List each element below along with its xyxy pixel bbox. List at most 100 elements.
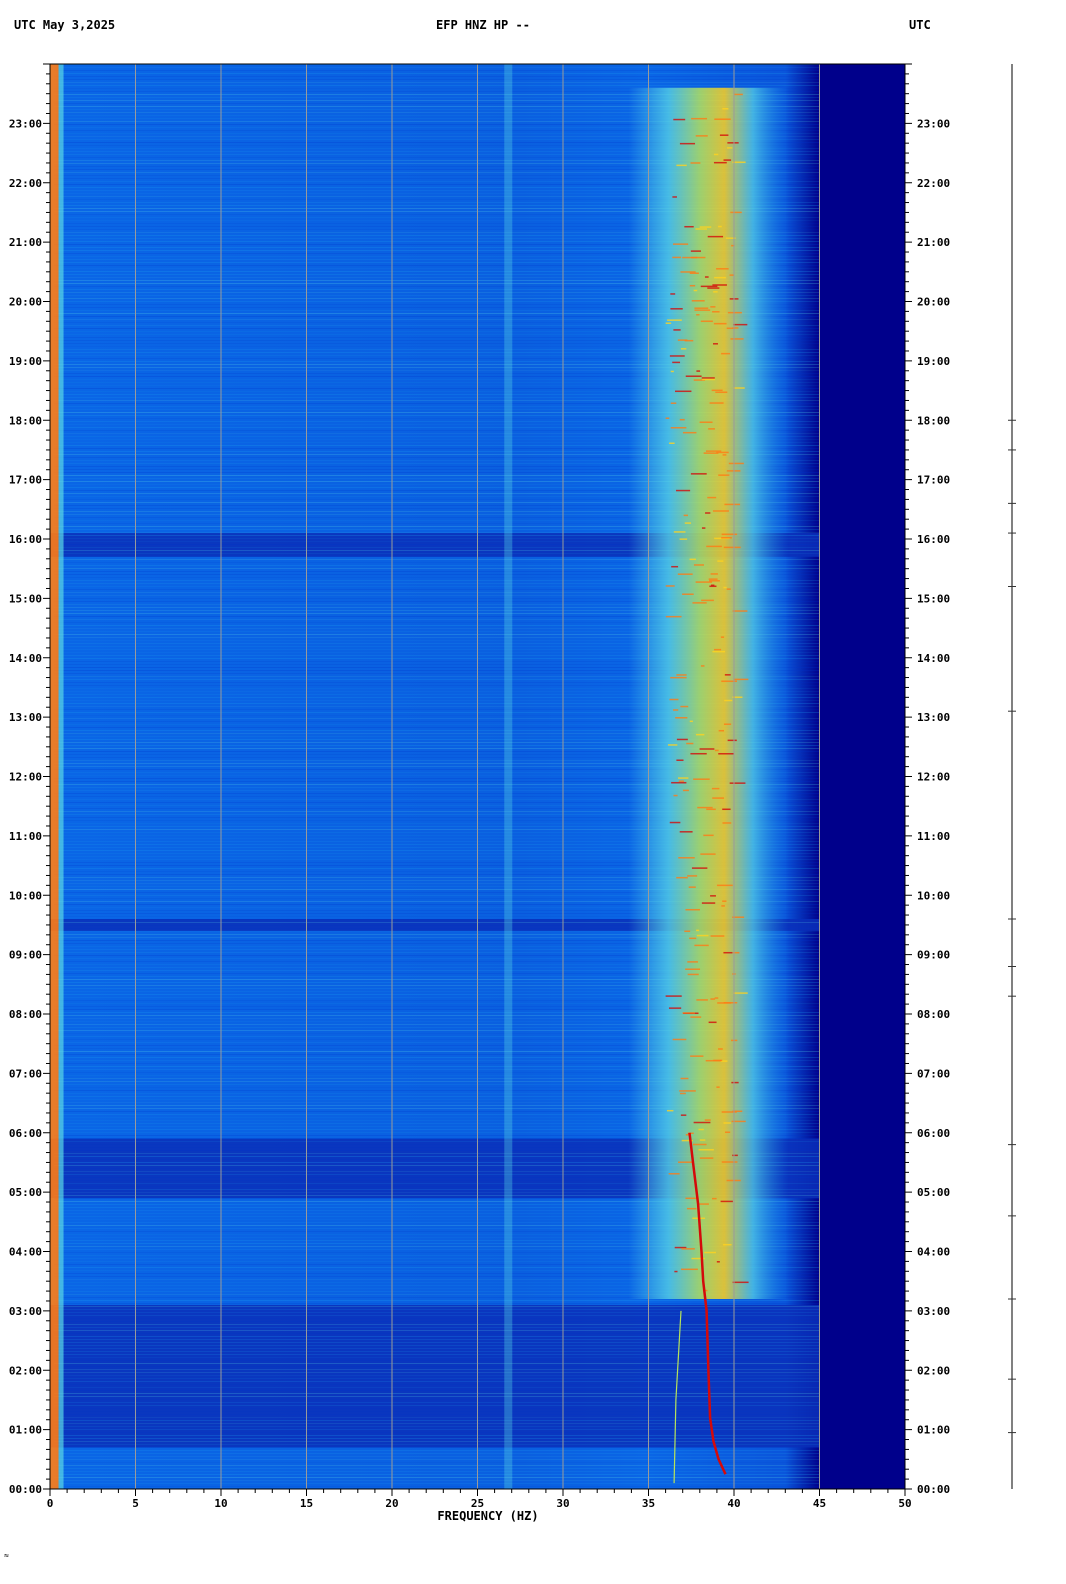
energy-hotspot bbox=[701, 599, 714, 602]
noise-stripe bbox=[54, 823, 820, 824]
noise-stripe bbox=[54, 844, 820, 845]
energy-hotspot bbox=[670, 402, 677, 404]
energy-hotspot bbox=[730, 211, 742, 214]
noise-stripe bbox=[54, 688, 820, 689]
noise-stripe bbox=[54, 832, 820, 833]
noise-stripe bbox=[54, 373, 820, 374]
energy-hotspot bbox=[722, 822, 732, 824]
noise-stripe bbox=[54, 1162, 820, 1163]
energy-hotspot bbox=[723, 1001, 738, 1004]
noise-stripe bbox=[54, 424, 820, 425]
noise-stripe bbox=[54, 187, 820, 188]
energy-hotspot bbox=[696, 999, 708, 1001]
energy-hotspot bbox=[706, 545, 722, 548]
energy-hotspot bbox=[714, 118, 731, 120]
energy-hotspot bbox=[713, 1059, 723, 1062]
noise-stripe bbox=[54, 121, 820, 122]
y-tick-label-left: 20:00 bbox=[9, 296, 42, 309]
energy-hotspot bbox=[708, 428, 715, 430]
energy-hotspot bbox=[732, 916, 745, 918]
noise-stripe bbox=[54, 889, 820, 890]
noise-stripe bbox=[54, 598, 820, 599]
noise-stripe bbox=[54, 394, 820, 395]
x-tick-label: 10 bbox=[214, 1497, 227, 1510]
energy-hotspot bbox=[720, 1060, 728, 1062]
noise-stripe bbox=[54, 1321, 820, 1322]
energy-hotspot bbox=[668, 1173, 680, 1175]
energy-hotspot bbox=[727, 739, 737, 742]
noise-stripe bbox=[54, 760, 820, 761]
energy-hotspot bbox=[668, 1007, 682, 1009]
energy-hotspot bbox=[721, 1111, 737, 1113]
noise-stripe bbox=[54, 241, 820, 242]
energy-hotspot bbox=[676, 489, 691, 492]
noise-stripe bbox=[54, 721, 820, 722]
noise-stripe bbox=[54, 1051, 820, 1052]
noise-stripe bbox=[54, 94, 820, 95]
noise-stripe bbox=[54, 739, 820, 740]
energy-hotspot bbox=[709, 580, 720, 582]
noise-stripe bbox=[54, 604, 820, 605]
noise-stripe bbox=[54, 964, 820, 965]
noise-stripe bbox=[54, 484, 820, 485]
noise-stripe bbox=[54, 460, 820, 461]
energy-hotspot bbox=[733, 387, 745, 389]
noise-stripe bbox=[54, 718, 820, 719]
noise-stripe bbox=[54, 850, 820, 851]
noise-stripe bbox=[54, 646, 820, 647]
noise-stripe bbox=[54, 880, 820, 881]
energy-hotspot bbox=[695, 581, 713, 583]
noise-stripe bbox=[54, 1078, 820, 1079]
y-tick-label-right: 00:00 bbox=[917, 1483, 950, 1496]
energy-hotspot bbox=[699, 1203, 709, 1205]
energy-hotspot bbox=[718, 225, 722, 228]
energy-hotspot bbox=[684, 225, 694, 228]
noise-stripe bbox=[54, 712, 820, 713]
y-tick-label-right: 02:00 bbox=[917, 1364, 950, 1377]
y-tick-label-right: 14:00 bbox=[917, 652, 950, 665]
energy-hotspot bbox=[665, 615, 682, 618]
noise-stripe bbox=[54, 967, 820, 968]
energy-hotspot bbox=[716, 884, 733, 887]
noise-stripe bbox=[54, 862, 820, 863]
energy-hotspot bbox=[711, 787, 720, 790]
noise-stripe bbox=[54, 919, 820, 920]
energy-hotspot bbox=[731, 244, 735, 247]
energy-hotspot bbox=[674, 390, 692, 393]
low-frequency-edge bbox=[50, 64, 59, 1489]
noise-stripe bbox=[54, 1156, 820, 1157]
noise-stripe bbox=[54, 1048, 820, 1049]
noise-stripe bbox=[54, 133, 820, 134]
noise-stripe bbox=[54, 1378, 820, 1379]
noise-stripe bbox=[54, 835, 820, 836]
energy-hotspot bbox=[721, 905, 725, 907]
noise-stripe bbox=[54, 385, 820, 386]
energy-hotspot bbox=[718, 753, 734, 755]
energy-hotspot bbox=[723, 159, 732, 161]
energy-hotspot bbox=[676, 759, 684, 761]
energy-hotspot bbox=[680, 705, 689, 708]
energy-hotspot bbox=[673, 709, 679, 711]
noise-stripe bbox=[54, 196, 820, 197]
noise-stripe bbox=[54, 1453, 820, 1454]
noise-stripe bbox=[54, 1087, 820, 1088]
energy-hotspot bbox=[712, 650, 726, 653]
noise-stripe bbox=[54, 109, 820, 110]
energy-hotspot bbox=[699, 1157, 714, 1159]
energy-hotspot bbox=[699, 748, 715, 750]
noise-stripe bbox=[54, 523, 820, 524]
noise-stripe bbox=[54, 223, 820, 224]
noise-stripe bbox=[54, 994, 820, 995]
energy-hotspot bbox=[678, 1161, 694, 1163]
noise-stripe bbox=[54, 361, 820, 362]
energy-hotspot bbox=[676, 738, 688, 741]
energy-hotspot bbox=[678, 777, 689, 779]
energy-hotspot bbox=[680, 271, 696, 273]
noise-stripe bbox=[54, 142, 820, 143]
y-tick-label-right: 09:00 bbox=[917, 949, 950, 962]
energy-hotspot bbox=[723, 1122, 732, 1124]
noise-stripe bbox=[54, 1084, 820, 1085]
noise-stripe bbox=[54, 883, 820, 884]
noise-stripe bbox=[54, 928, 820, 929]
noise-stripe bbox=[54, 1315, 820, 1316]
